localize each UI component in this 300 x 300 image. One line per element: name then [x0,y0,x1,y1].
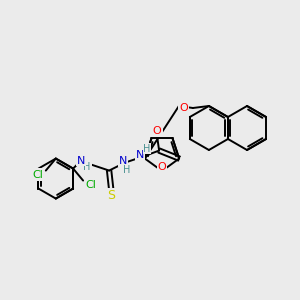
Text: N: N [136,150,144,160]
Text: S: S [107,189,115,202]
Text: O: O [179,103,188,113]
Text: N: N [119,156,127,166]
Text: H: H [143,144,151,154]
Text: Cl: Cl [32,169,43,180]
Text: O: O [153,126,161,136]
Text: H: H [123,165,131,175]
Text: Cl: Cl [86,180,97,190]
Text: H: H [83,162,91,172]
Text: N: N [77,156,85,166]
Text: O: O [158,162,166,172]
